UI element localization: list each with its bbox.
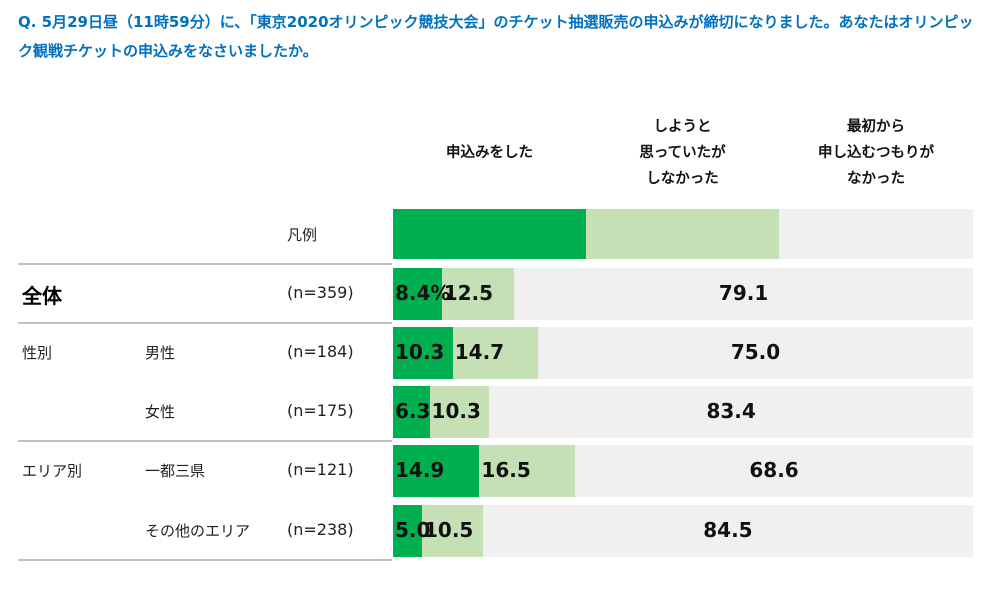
header-intended: しようと 思っていたが しなかった <box>639 119 726 187</box>
group-label: エリア別 <box>22 462 83 480</box>
bar-segment-intended <box>429 386 490 438</box>
data-label-applied: 6.3 <box>395 399 431 423</box>
row-label: 男性 <box>145 344 176 362</box>
bar-row <box>393 386 973 438</box>
data-label-intended: 16.5 <box>481 458 531 482</box>
legend-bar <box>393 209 973 259</box>
bar-segment-intended <box>441 268 515 320</box>
legend-label: 凡例 <box>287 226 318 244</box>
bar-segment-applied <box>393 505 422 557</box>
divider <box>18 322 392 324</box>
data-label-not-intended: 84.5 <box>703 518 753 542</box>
bar-row <box>393 505 973 557</box>
header-not-intended: 最初から 申し込むつもりが なかった <box>818 119 934 187</box>
bar-segment-intended <box>452 327 538 379</box>
bar-segment-applied <box>393 445 480 497</box>
bar-segment-intended <box>422 505 483 557</box>
question-text: Q. 5月29日昼（11時59分）に、「東京2020オリンピック競技大会」のチケ… <box>18 13 974 60</box>
legend-swatch-intended <box>586 209 779 259</box>
data-label-intended: 10.3 <box>431 399 481 423</box>
bar-segment-applied <box>393 268 442 320</box>
sample-size: (n=359) <box>287 283 354 302</box>
data-label-not-intended: 75.0 <box>730 340 781 364</box>
group-label: 全体 <box>22 284 62 308</box>
sample-size: (n=238) <box>287 520 354 539</box>
data-label-not-intended: 83.4 <box>706 399 756 423</box>
legend-swatch-not-intended <box>779 209 973 259</box>
bar-row <box>393 445 973 497</box>
sample-size: (n=121) <box>287 460 354 479</box>
divider <box>18 440 392 442</box>
data-label-intended: 12.5 <box>443 281 494 305</box>
group-label: 性別 <box>22 344 53 362</box>
bar-row <box>393 327 973 379</box>
data-label-intended: 10.5 <box>424 518 474 542</box>
row-label: その他のエリア <box>145 522 251 540</box>
row-label: 女性 <box>145 403 176 421</box>
data-label-not-intended: 79.1 <box>718 281 769 305</box>
sample-size: (n=175) <box>287 401 354 420</box>
legend-swatch-applied <box>393 209 586 259</box>
header-applied: 申込みをした <box>446 145 533 161</box>
data-label-applied: 5.0 <box>395 518 431 542</box>
bar-segment-applied <box>393 327 453 379</box>
row-label: 一都三県 <box>145 462 206 480</box>
data-label-applied: 10.3 <box>395 340 445 364</box>
data-label-applied: 14.9 <box>395 458 445 482</box>
data-label-applied: 8.4% <box>395 281 451 305</box>
bar-segment-applied <box>393 386 430 438</box>
data-label-not-intended: 68.6 <box>749 458 799 482</box>
divider <box>18 559 392 561</box>
data-label-intended: 14.7 <box>454 340 505 364</box>
divider <box>18 263 392 265</box>
bar-row <box>393 268 973 320</box>
bar-segment-intended <box>479 445 576 497</box>
sample-size: (n=184) <box>287 342 354 361</box>
